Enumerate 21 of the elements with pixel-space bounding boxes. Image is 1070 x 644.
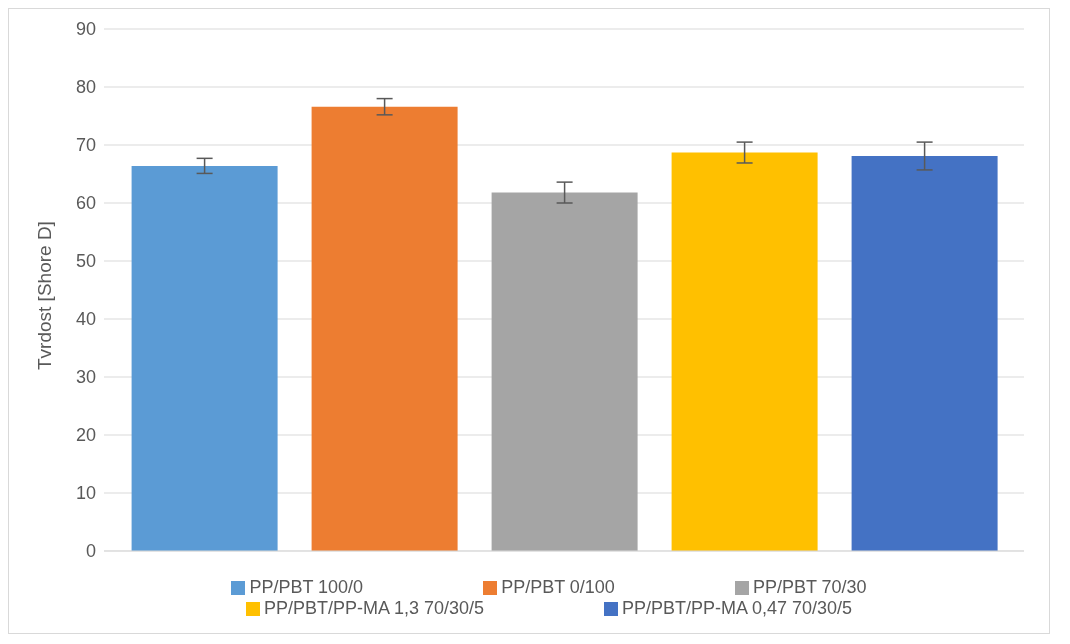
y-tick-label: 40 xyxy=(75,309,96,330)
bar xyxy=(491,192,638,551)
legend-label: PP/PBT 0/100 xyxy=(501,577,615,597)
y-tick-label: 80 xyxy=(75,77,96,98)
y-axis-title: Tvrdost [Shore D] xyxy=(33,221,55,370)
y-tick-label: 70 xyxy=(75,135,96,156)
bar xyxy=(671,152,818,551)
y-tick-label: 50 xyxy=(75,251,96,272)
bar xyxy=(131,165,278,551)
y-tick-label: 10 xyxy=(75,483,96,504)
legend-label: PP/PBT 100/0 xyxy=(249,577,364,597)
bar xyxy=(851,156,998,551)
y-tick-label: 20 xyxy=(75,425,96,446)
bar xyxy=(311,106,458,551)
legend-label: PP/PBT/PP-MA 1,3 70/30/5 xyxy=(263,598,484,618)
legend-label: PP/PBT 70/30 xyxy=(752,577,867,597)
y-tick-label: 60 xyxy=(75,193,96,214)
y-tick-label: 0 xyxy=(85,541,96,562)
y-tick-label: 90 xyxy=(75,19,96,40)
legend-label: PP/PBT/PP-MA 0,47 70/30/5 xyxy=(622,598,853,618)
y-tick-label: 30 xyxy=(75,367,96,388)
